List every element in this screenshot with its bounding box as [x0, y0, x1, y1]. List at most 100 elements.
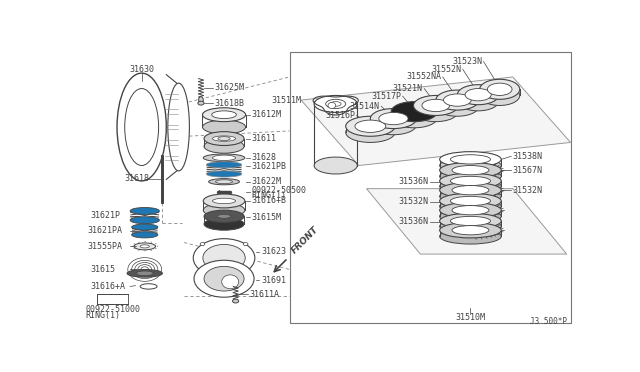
Text: 31616+A: 31616+A	[91, 282, 126, 291]
Ellipse shape	[125, 89, 159, 166]
Ellipse shape	[451, 196, 490, 206]
Ellipse shape	[444, 94, 471, 106]
Ellipse shape	[243, 270, 248, 273]
Ellipse shape	[141, 267, 148, 272]
Ellipse shape	[440, 189, 501, 204]
Ellipse shape	[130, 217, 159, 224]
Text: 00922-51000: 00922-51000	[86, 305, 140, 314]
Text: FRONT: FRONT	[291, 225, 321, 256]
Text: 31618B: 31618B	[215, 99, 245, 108]
Ellipse shape	[200, 270, 205, 273]
Ellipse shape	[452, 186, 489, 195]
Ellipse shape	[452, 225, 489, 235]
Ellipse shape	[206, 162, 242, 168]
Ellipse shape	[204, 132, 244, 145]
Text: 31567N: 31567N	[513, 166, 543, 174]
Ellipse shape	[440, 163, 501, 178]
Ellipse shape	[136, 271, 153, 276]
Ellipse shape	[452, 166, 489, 175]
Ellipse shape	[216, 180, 232, 184]
Text: 31516P: 31516P	[325, 111, 355, 120]
Ellipse shape	[135, 263, 155, 276]
Ellipse shape	[140, 284, 157, 289]
Text: 31622M: 31622M	[252, 177, 282, 186]
Ellipse shape	[202, 108, 246, 122]
Ellipse shape	[436, 90, 479, 110]
Ellipse shape	[422, 99, 450, 112]
Text: 31517P: 31517P	[371, 92, 401, 101]
Text: 31532N: 31532N	[398, 197, 428, 206]
Ellipse shape	[330, 102, 341, 106]
Ellipse shape	[198, 101, 204, 105]
Text: 31625M: 31625M	[215, 83, 245, 92]
Ellipse shape	[326, 99, 346, 109]
Text: 31538N: 31538N	[513, 152, 543, 161]
Ellipse shape	[202, 120, 246, 134]
Ellipse shape	[328, 102, 336, 109]
Ellipse shape	[200, 243, 205, 246]
Ellipse shape	[440, 209, 501, 224]
Ellipse shape	[138, 264, 152, 274]
Text: 31621P: 31621P	[91, 211, 121, 220]
Text: 31555PA: 31555PA	[88, 242, 123, 251]
Ellipse shape	[218, 137, 230, 141]
Ellipse shape	[440, 222, 501, 238]
Ellipse shape	[452, 206, 489, 215]
Text: 31628: 31628	[252, 153, 276, 162]
Ellipse shape	[206, 171, 242, 177]
Ellipse shape	[212, 198, 236, 203]
Ellipse shape	[355, 120, 386, 132]
Ellipse shape	[440, 229, 501, 244]
Ellipse shape	[440, 183, 501, 198]
Text: 00922-50500: 00922-50500	[252, 186, 307, 195]
Ellipse shape	[480, 86, 520, 106]
Ellipse shape	[130, 208, 159, 214]
Ellipse shape	[212, 111, 236, 119]
Ellipse shape	[371, 115, 417, 135]
Text: 31511M: 31511M	[271, 96, 301, 105]
Ellipse shape	[413, 102, 458, 122]
Ellipse shape	[440, 202, 501, 218]
Text: RING(1): RING(1)	[86, 311, 120, 320]
Ellipse shape	[440, 173, 501, 189]
Ellipse shape	[440, 152, 501, 167]
Ellipse shape	[132, 260, 158, 279]
Ellipse shape	[127, 269, 163, 277]
Polygon shape	[367, 189, 566, 254]
Ellipse shape	[204, 140, 244, 153]
Ellipse shape	[440, 219, 501, 234]
Text: 31552NA: 31552NA	[406, 73, 441, 81]
Text: 31621PA: 31621PA	[88, 227, 123, 235]
Ellipse shape	[193, 239, 255, 277]
Ellipse shape	[440, 169, 501, 184]
Ellipse shape	[168, 83, 189, 171]
Ellipse shape	[458, 85, 499, 105]
Text: 31630: 31630	[129, 65, 154, 74]
Ellipse shape	[209, 179, 239, 185]
Ellipse shape	[221, 275, 239, 289]
Text: 31521N: 31521N	[393, 84, 422, 93]
Text: 31611: 31611	[252, 134, 276, 143]
Ellipse shape	[204, 154, 245, 162]
Ellipse shape	[117, 73, 166, 181]
Text: 31514N: 31514N	[349, 102, 380, 111]
Ellipse shape	[194, 260, 254, 297]
Ellipse shape	[440, 158, 501, 173]
Text: 31523N: 31523N	[452, 57, 482, 66]
Ellipse shape	[488, 83, 512, 96]
Ellipse shape	[346, 116, 395, 136]
Text: 31615M: 31615M	[252, 213, 282, 222]
Ellipse shape	[371, 109, 417, 129]
Ellipse shape	[379, 112, 408, 125]
Ellipse shape	[440, 199, 501, 214]
Ellipse shape	[314, 96, 357, 112]
Ellipse shape	[451, 176, 490, 186]
Text: 31532N: 31532N	[513, 186, 543, 195]
Ellipse shape	[465, 89, 492, 101]
Text: 31615: 31615	[91, 265, 116, 274]
Ellipse shape	[391, 108, 437, 128]
Text: 31691: 31691	[261, 276, 286, 285]
Ellipse shape	[391, 102, 437, 122]
Ellipse shape	[132, 224, 158, 230]
Ellipse shape	[458, 91, 499, 111]
